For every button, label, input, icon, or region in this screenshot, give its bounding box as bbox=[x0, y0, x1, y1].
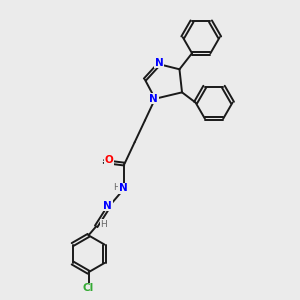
Text: O: O bbox=[105, 155, 113, 165]
Text: H: H bbox=[113, 183, 120, 192]
Text: N: N bbox=[154, 58, 163, 68]
Text: N: N bbox=[119, 183, 128, 194]
Text: H: H bbox=[100, 220, 107, 229]
Text: Cl: Cl bbox=[83, 284, 94, 293]
Text: N: N bbox=[103, 201, 112, 211]
Text: N: N bbox=[149, 94, 158, 104]
